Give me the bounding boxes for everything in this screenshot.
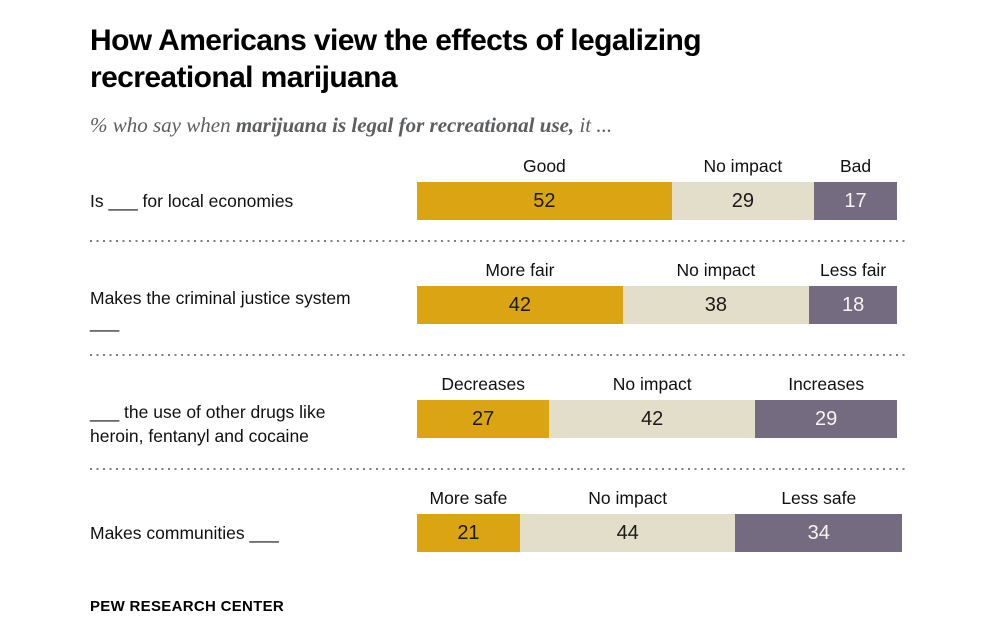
segment-header-label: More fair (485, 260, 555, 280)
bar-segment: 17 (813, 182, 898, 220)
segment-labels: Good No impact Bad (417, 156, 907, 182)
segment-labels: Decreases No impact Increases (417, 374, 907, 400)
subtitle-suffix: it ... (574, 113, 613, 137)
chart-row: Makes the criminal justice system ___ Mo… (90, 260, 930, 334)
bar-segment: 21 (417, 514, 520, 552)
stacked-bar-chart: Is ___ for local economies Good No impact… (90, 156, 930, 552)
segment-header-label: Good (522, 156, 566, 176)
title-line-1: How Americans view the effects of legali… (90, 24, 702, 57)
segment-header-label: Increases (788, 374, 865, 394)
bar-segment: 29 (671, 182, 814, 220)
bar-segment: 38 (622, 286, 809, 324)
row-label: Is ___ for local economies (90, 191, 294, 211)
stacked-bar: 21 44 34 (417, 514, 907, 552)
chart-row: Is ___ for local economies Good No impact… (90, 156, 930, 220)
source-attribution: PEW RESEARCH CENTER (90, 598, 285, 615)
segment-header-label: Decreases (441, 374, 525, 394)
stacked-bar: 42 38 18 (417, 286, 907, 324)
segment-header-label: No impact (676, 260, 756, 280)
bar-segment: 52 (417, 182, 672, 220)
bar-segment: 34 (735, 514, 903, 552)
segment-header-label: No impact (612, 374, 692, 394)
subtitle-prefix: % who say when (90, 113, 236, 137)
bar-segment: 44 (519, 514, 736, 552)
segment-header-label: More safe (429, 488, 508, 508)
segment-labels: More safe No impact Less safe (417, 488, 907, 514)
chart-subtitle: % who say when marijuana is legal for re… (90, 113, 930, 138)
row-label: Makes the criminal justice system ___ (90, 288, 351, 332)
dotted-separator (90, 468, 907, 470)
dotted-separator (90, 240, 907, 242)
subtitle-emphasis: marijuana is legal for recreational use, (235, 113, 575, 137)
segment-labels: More fair No impact Less fair (417, 260, 907, 286)
segment-header-label: Less safe (781, 488, 857, 508)
segment-header-label: Bad (839, 156, 872, 176)
row-label: ___ the use of other drugs like heroin, … (90, 402, 326, 446)
bar-segment: 18 (808, 286, 898, 324)
chart-container: How Americans view the effects of legali… (90, 22, 930, 615)
segment-header-label: Less fair (820, 260, 887, 280)
bar-segment: 42 (417, 286, 623, 324)
title-line-2: recreational marijuana (90, 61, 398, 94)
row-label: Makes communities ___ (90, 523, 279, 543)
stacked-bar: 52 29 17 (417, 182, 907, 220)
bar-segment: 29 (755, 400, 898, 438)
chart-row: Makes communities ___ More safe No impact… (90, 488, 930, 552)
bar-segment: 42 (549, 400, 756, 438)
stacked-bar: 27 42 29 (417, 400, 907, 438)
dotted-separator (90, 354, 907, 356)
chart-row: ___ the use of other drugs like heroin, … (90, 374, 930, 448)
bar-segment: 27 (417, 400, 550, 438)
segment-header-label: No impact (588, 488, 668, 508)
page-title: How Americans view the effects of legali… (90, 22, 930, 96)
segment-header-label: No impact (703, 156, 783, 176)
